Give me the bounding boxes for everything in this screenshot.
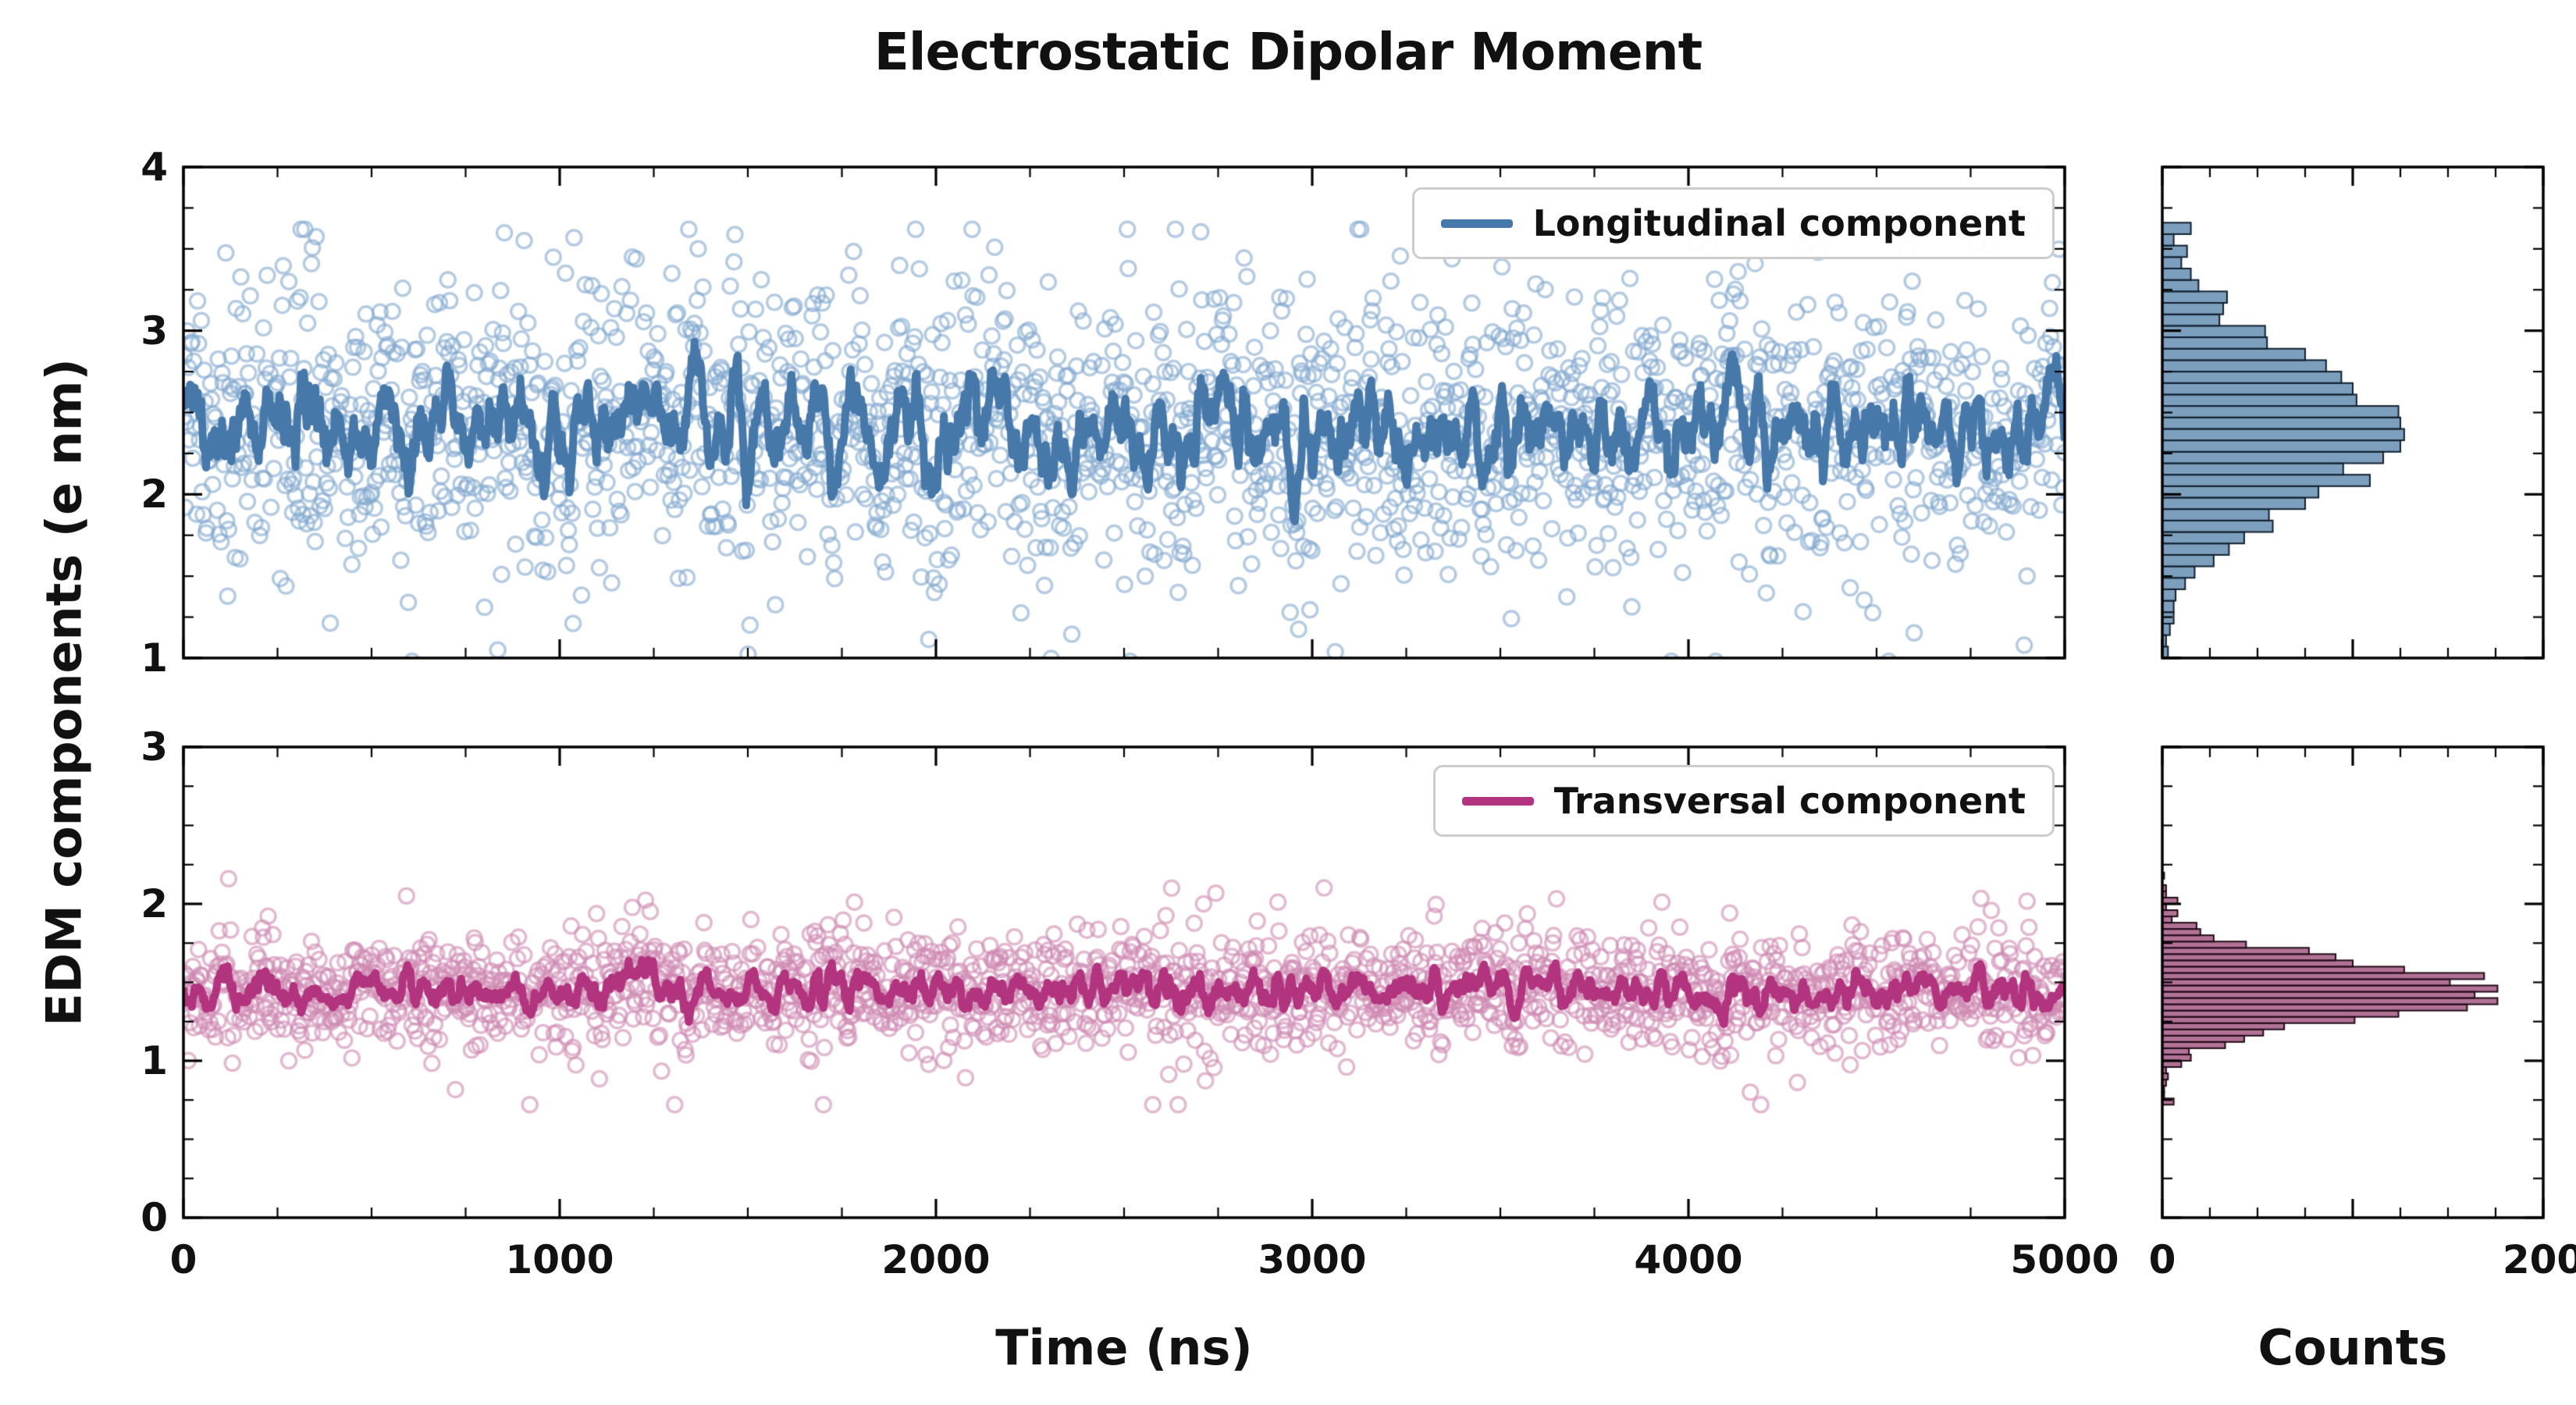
legend-label-transversal: Transversal component	[1553, 780, 2026, 822]
bottom-y-tick-label: 1	[141, 1038, 168, 1083]
top-y-tick-label: 1	[141, 635, 168, 681]
bottom-y-tick-label: 2	[141, 881, 168, 927]
top-y-tick-label: 4	[141, 144, 168, 190]
counts-tick-label: 200	[2502, 1237, 2576, 1282]
counts-tick-label: 0	[2148, 1237, 2176, 1282]
legend-transversal: Transversal component	[1432, 765, 2055, 837]
x-axis-label: Time (ns)	[995, 1319, 1253, 1376]
top-y-tick-label: 3	[141, 308, 168, 354]
time-tick-label: 2000	[881, 1237, 991, 1282]
y-axis-label: EDM components (e nm)	[35, 358, 93, 1026]
legend-swatch-longitudinal	[1440, 219, 1513, 228]
bottom-y-tick-label: 3	[141, 724, 168, 770]
time-tick-label: 3000	[1258, 1237, 1367, 1282]
top-y-tick-label: 2	[141, 471, 168, 518]
time-tick-label: 5000	[2010, 1237, 2119, 1282]
time-tick-label: 1000	[505, 1237, 614, 1282]
legend-label-longitudinal: Longitudinal component	[1532, 202, 2026, 244]
time-tick-label: 4000	[1634, 1237, 1743, 1282]
legend-longitudinal: Longitudinal component	[1411, 187, 2055, 259]
time-tick-label: 0	[169, 1237, 197, 1282]
counts-axis-label: Counts	[2258, 1319, 2448, 1376]
legend-swatch-transversal	[1461, 796, 1534, 806]
bottom-y-tick-label: 0	[141, 1195, 168, 1240]
